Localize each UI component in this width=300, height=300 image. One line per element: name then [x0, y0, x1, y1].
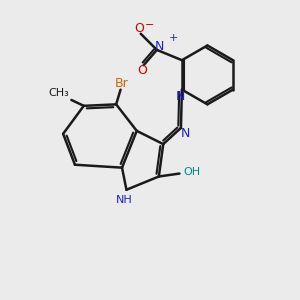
- Text: +: +: [168, 33, 178, 43]
- Text: N: N: [176, 90, 185, 103]
- Text: O: O: [134, 22, 144, 35]
- Text: O: O: [137, 64, 147, 77]
- Text: CH₃: CH₃: [49, 88, 69, 98]
- Text: OH: OH: [184, 167, 201, 177]
- Text: N: N: [154, 40, 164, 53]
- Text: −: −: [145, 20, 154, 30]
- Text: Br: Br: [115, 77, 129, 90]
- Text: NH: NH: [116, 195, 133, 205]
- Text: N: N: [180, 127, 190, 140]
